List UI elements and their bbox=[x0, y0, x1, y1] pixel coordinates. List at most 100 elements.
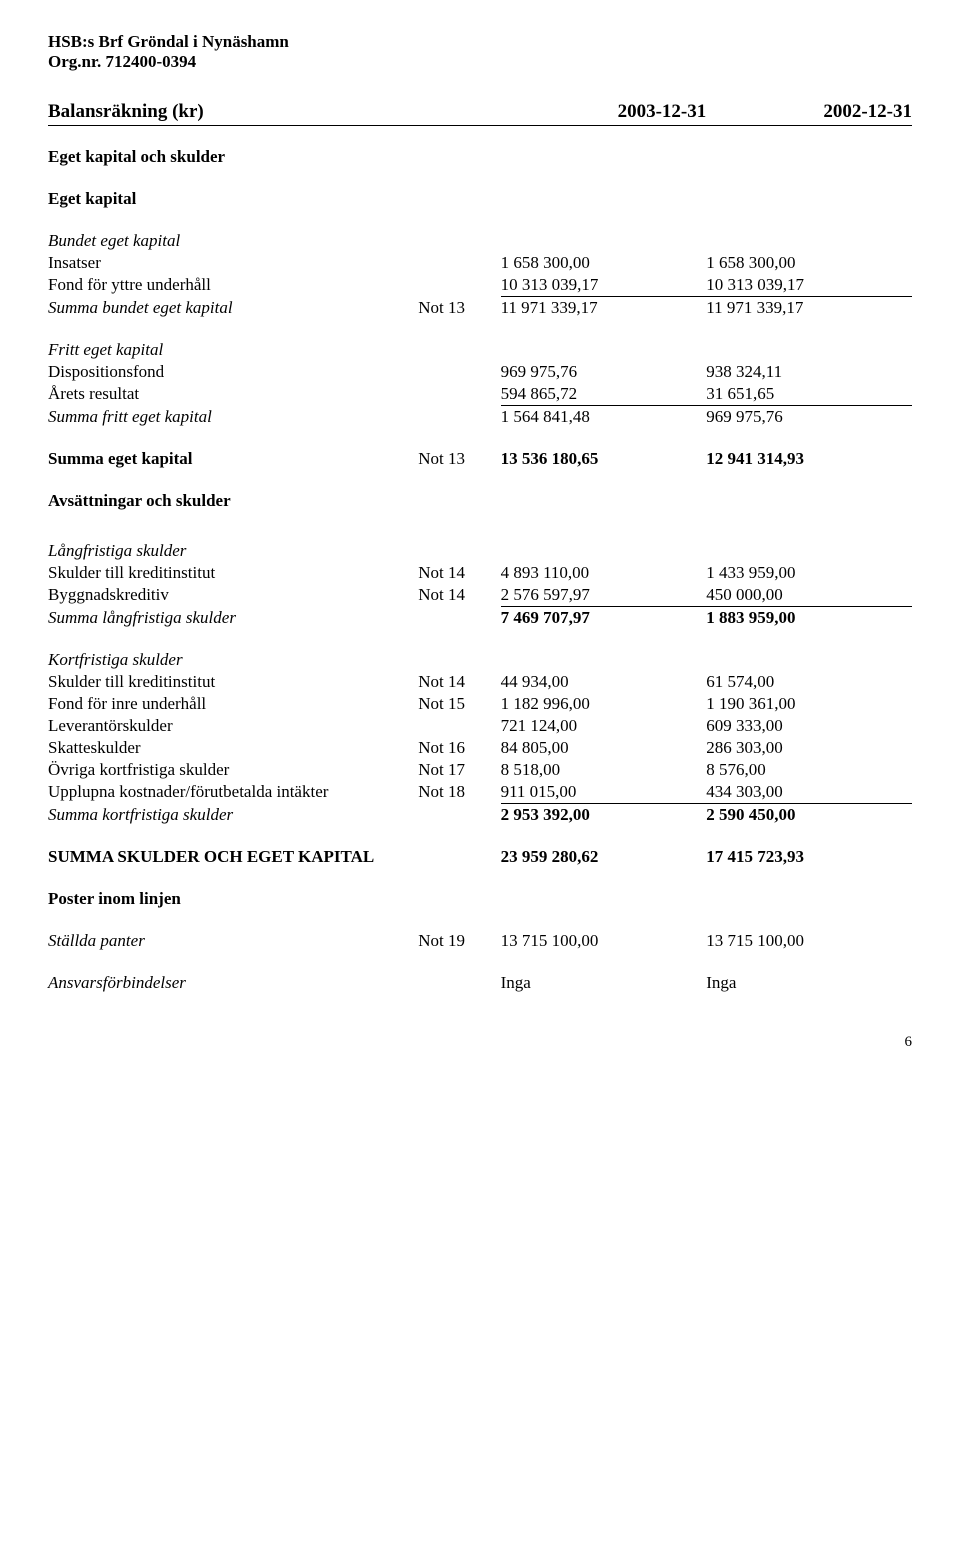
row-note: Not 19 bbox=[418, 930, 500, 952]
row-note: Not 15 bbox=[418, 693, 500, 715]
table-row: Fond för inre underhållNot 151 182 996,0… bbox=[48, 693, 912, 715]
table-row: Insatser 1 658 300,001 658 300,00 bbox=[48, 252, 912, 274]
row-v1: 911 015,00 bbox=[501, 781, 707, 804]
row-v2: 450 000,00 bbox=[706, 584, 912, 607]
row-v1: 23 959 280,62 bbox=[501, 846, 707, 868]
row-v2: 1 883 959,00 bbox=[706, 606, 912, 629]
row-note: Not 16 bbox=[418, 737, 500, 759]
row-v2: 969 975,76 bbox=[706, 405, 912, 428]
row-ansvar: Ansvarsförbindelser Inga Inga bbox=[48, 972, 912, 994]
row-v1: 1 182 996,00 bbox=[501, 693, 707, 715]
row-note bbox=[418, 715, 500, 737]
table-row: Dispositionsfond 969 975,76938 324,11 bbox=[48, 361, 912, 383]
row-v2: 17 415 723,93 bbox=[706, 846, 912, 868]
heading-langfristiga: Långfristiga skulder bbox=[48, 540, 912, 562]
table-row: Övriga kortfristiga skulderNot 178 518,0… bbox=[48, 759, 912, 781]
row-v2: 10 313 039,17 bbox=[706, 274, 912, 297]
row-panter: Ställda panter Not 19 13 715 100,00 13 7… bbox=[48, 930, 912, 952]
row-note bbox=[418, 274, 500, 297]
row-note bbox=[418, 383, 500, 406]
table-row: Fond för yttre underhåll10 313 039,1710 … bbox=[48, 274, 912, 297]
row-label: Dispositionsfond bbox=[48, 361, 418, 383]
row-v1: 594 865,72 bbox=[501, 383, 707, 406]
row-v2: 434 303,00 bbox=[706, 781, 912, 804]
row-v1: 721 124,00 bbox=[501, 715, 707, 737]
row-v2: 1 658 300,00 bbox=[706, 252, 912, 274]
row-v2: 31 651,65 bbox=[706, 383, 912, 406]
row-v1: 2 576 597,97 bbox=[501, 584, 707, 607]
table-row: Skulder till kreditinstitutNot 144 893 1… bbox=[48, 562, 912, 584]
row-label: Upplupna kostnader/förutbetalda intäkter bbox=[48, 781, 418, 804]
table-row: SkatteskulderNot 1684 805,00286 303,00 bbox=[48, 737, 912, 759]
row-note: Not 14 bbox=[418, 671, 500, 693]
row-label: Ställda panter bbox=[48, 930, 418, 952]
row-label: Skulder till kreditinstitut bbox=[48, 671, 418, 693]
row-v2: 8 576,00 bbox=[706, 759, 912, 781]
table-row: Skulder till kreditinstitutNot 1444 934,… bbox=[48, 671, 912, 693]
row-label: Ansvarsförbindelser bbox=[48, 972, 501, 994]
row-v2: 12 941 314,93 bbox=[706, 448, 912, 470]
org-name: HSB:s Brf Gröndal i Nynäshamn bbox=[48, 32, 912, 52]
row-label: Fond för inre underhåll bbox=[48, 693, 418, 715]
row-v2: 2 590 450,00 bbox=[706, 803, 912, 826]
row-label: Skulder till kreditinstitut bbox=[48, 562, 418, 584]
table-row: Upplupna kostnader/förutbetalda intäkter… bbox=[48, 781, 912, 804]
page-number: 6 bbox=[48, 1034, 912, 1051]
row-v1: 1 658 300,00 bbox=[501, 252, 707, 274]
balance-sheet-table: Balansräkning (kr) 2003-12-31 2002-12-31… bbox=[48, 100, 912, 994]
row-v2: 1 190 361,00 bbox=[706, 693, 912, 715]
org-nr-value: 712400-0394 bbox=[105, 52, 196, 71]
sum-bundet: Summa bundet eget kapital Not 13 11 971 … bbox=[48, 296, 912, 319]
heading-fritt: Fritt eget kapital bbox=[48, 339, 912, 361]
sum-eget-kapital: Summa eget kapital Not 13 13 536 180,65 … bbox=[48, 448, 912, 470]
rows-kort: Skulder till kreditinstitutNot 1444 934,… bbox=[48, 671, 912, 804]
grand-total: SUMMA SKULDER OCH EGET KAPITAL 23 959 28… bbox=[48, 846, 912, 868]
row-v1: 969 975,76 bbox=[501, 361, 707, 383]
row-v1: 2 953 392,00 bbox=[501, 803, 707, 826]
row-note: Not 14 bbox=[418, 584, 500, 607]
sum-kort: Summa kortfristiga skulder 2 953 392,00 … bbox=[48, 803, 912, 826]
row-note bbox=[418, 252, 500, 274]
row-v2: 1 433 959,00 bbox=[706, 562, 912, 584]
rows-fritt: Dispositionsfond 969 975,76938 324,11Året… bbox=[48, 361, 912, 406]
row-v1: 44 934,00 bbox=[501, 671, 707, 693]
heading-eget-kapital: Eget kapital bbox=[48, 188, 912, 210]
row-note: Not 13 bbox=[418, 448, 500, 470]
org-nr-label: Org.nr. bbox=[48, 52, 101, 71]
row-note bbox=[418, 606, 500, 629]
table-row: ByggnadskreditivNot 142 576 597,97450 00… bbox=[48, 584, 912, 607]
row-label: Övriga kortfristiga skulder bbox=[48, 759, 418, 781]
org-number: Org.nr. 712400-0394 bbox=[48, 52, 912, 72]
row-v1: 8 518,00 bbox=[501, 759, 707, 781]
heading-kortfristiga: Kortfristiga skulder bbox=[48, 649, 912, 671]
row-note bbox=[418, 803, 500, 826]
row-v1: 7 469 707,97 bbox=[501, 606, 707, 629]
rows-lang: Skulder till kreditinstitutNot 144 893 1… bbox=[48, 562, 912, 607]
row-v2: Inga bbox=[706, 972, 912, 994]
row-v2: 938 324,11 bbox=[706, 361, 912, 383]
row-label: Insatser bbox=[48, 252, 418, 274]
sum-fritt: Summa fritt eget kapital 1 564 841,48 96… bbox=[48, 405, 912, 428]
row-v1: 1 564 841,48 bbox=[501, 405, 707, 428]
row-v2: 11 971 339,17 bbox=[706, 296, 912, 319]
row-v1: 13 536 180,65 bbox=[501, 448, 707, 470]
row-v2: 61 574,00 bbox=[706, 671, 912, 693]
row-label: Summa bundet eget kapital bbox=[48, 296, 418, 319]
date-col-1: 2003-12-31 bbox=[501, 100, 707, 126]
row-label: Byggnadskreditiv bbox=[48, 584, 418, 607]
row-v1: 13 715 100,00 bbox=[501, 930, 707, 952]
row-label: Summa eget kapital bbox=[48, 448, 418, 470]
row-label: Leverantörskulder bbox=[48, 715, 418, 737]
heading-avsattningar: Avsättningar och skulder bbox=[48, 490, 912, 512]
date-col-2: 2002-12-31 bbox=[706, 100, 912, 126]
row-v2: 609 333,00 bbox=[706, 715, 912, 737]
table-row: Årets resultat594 865,7231 651,65 bbox=[48, 383, 912, 406]
title-row: Balansräkning (kr) 2003-12-31 2002-12-31 bbox=[48, 100, 912, 126]
row-note: Not 13 bbox=[418, 296, 500, 319]
row-label: Summa kortfristiga skulder bbox=[48, 803, 418, 826]
heading-bundet: Bundet eget kapital bbox=[48, 230, 912, 252]
row-v1: 84 805,00 bbox=[501, 737, 707, 759]
row-note: Not 17 bbox=[418, 759, 500, 781]
table-row: Leverantörskulder 721 124,00609 333,00 bbox=[48, 715, 912, 737]
row-v1: 10 313 039,17 bbox=[501, 274, 707, 297]
